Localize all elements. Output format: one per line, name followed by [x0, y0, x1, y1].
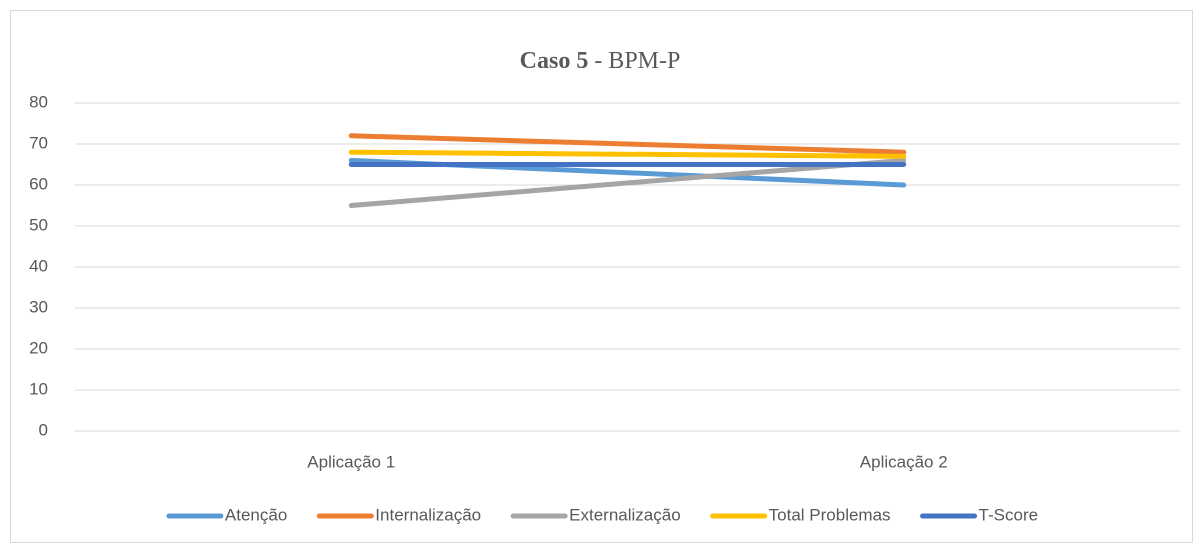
title-rest: - BPM-P: [594, 48, 680, 74]
legend-label: Externalização: [569, 505, 681, 524]
legend-label: Internalização: [375, 505, 481, 524]
y-tick-label: 60: [29, 174, 48, 193]
series-line: [348, 149, 907, 159]
title-bold: Caso 5: [520, 48, 589, 74]
x-tick-label: Aplicação 1: [307, 452, 395, 471]
y-tick-label: 50: [29, 215, 48, 234]
legend-label: Atenção: [225, 505, 287, 524]
y-tick-label: 80: [29, 92, 48, 111]
y-tick-label: 70: [29, 133, 48, 152]
chart-title: Caso 5 - BPM-P: [520, 48, 681, 74]
y-tick-label: 40: [29, 256, 48, 275]
y-tick-label: 30: [29, 297, 48, 316]
series-line: [348, 157, 907, 208]
x-tick-label: Aplicação 2: [860, 452, 948, 471]
y-tick-label: 10: [29, 379, 48, 398]
legend-label: T-Score: [979, 505, 1039, 524]
legend-label: Total Problemas: [769, 505, 891, 524]
y-tick-label: 20: [29, 338, 48, 357]
chart-frame: [10, 10, 1193, 543]
y-tick-label: 0: [39, 420, 48, 439]
series-line: [348, 133, 907, 155]
